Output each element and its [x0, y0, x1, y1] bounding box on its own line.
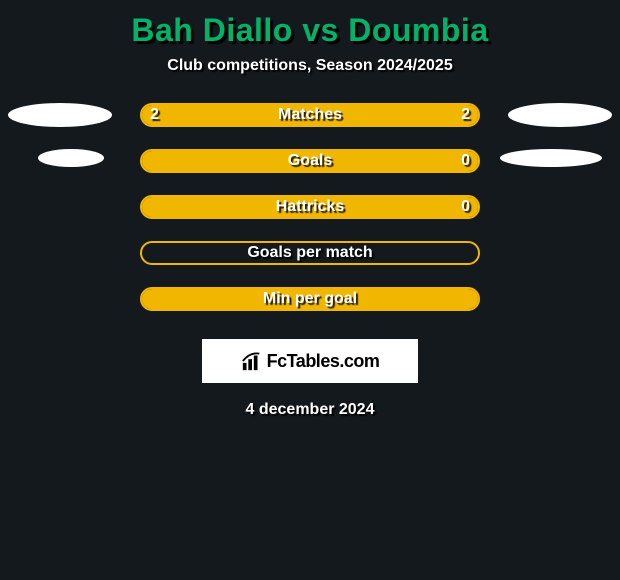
player-marker-left	[8, 103, 112, 127]
stat-bar	[140, 287, 480, 311]
stat-value-right: 2	[461, 103, 470, 127]
stat-bar-left	[142, 197, 478, 217]
player-marker-right	[500, 149, 602, 167]
stat-row: Hattricks0	[0, 195, 620, 241]
page-subtitle: Club competitions, Season 2024/2025	[0, 57, 620, 103]
stat-row: Min per goal	[0, 287, 620, 333]
stat-rows: Matches22Goals0Hattricks0Goals per match…	[0, 103, 620, 333]
stat-value-right: 0	[461, 149, 470, 173]
stat-row: Matches22	[0, 103, 620, 149]
stat-bar-left	[142, 289, 478, 309]
player-marker-right	[508, 103, 612, 127]
stat-bar	[140, 103, 480, 127]
stat-bar-right	[310, 105, 478, 125]
brand-text: FcTables.com	[267, 351, 380, 372]
stat-value-right: 0	[461, 195, 470, 219]
bars-icon	[241, 350, 263, 372]
stat-row: Goals0	[0, 149, 620, 195]
stat-bar	[140, 149, 480, 173]
stat-row: Goals per match	[0, 241, 620, 287]
player-marker-left	[38, 149, 104, 167]
brand-box: FcTables.com	[202, 339, 418, 383]
stat-bar-left	[142, 105, 310, 125]
stat-value-left: 2	[150, 103, 159, 127]
stat-bar	[140, 195, 480, 219]
footer-date: 4 december 2024	[0, 383, 620, 419]
stat-bar	[140, 241, 480, 265]
stat-bar-left	[142, 151, 478, 171]
page-title: Bah Diallo vs Doumbia	[0, 6, 620, 57]
